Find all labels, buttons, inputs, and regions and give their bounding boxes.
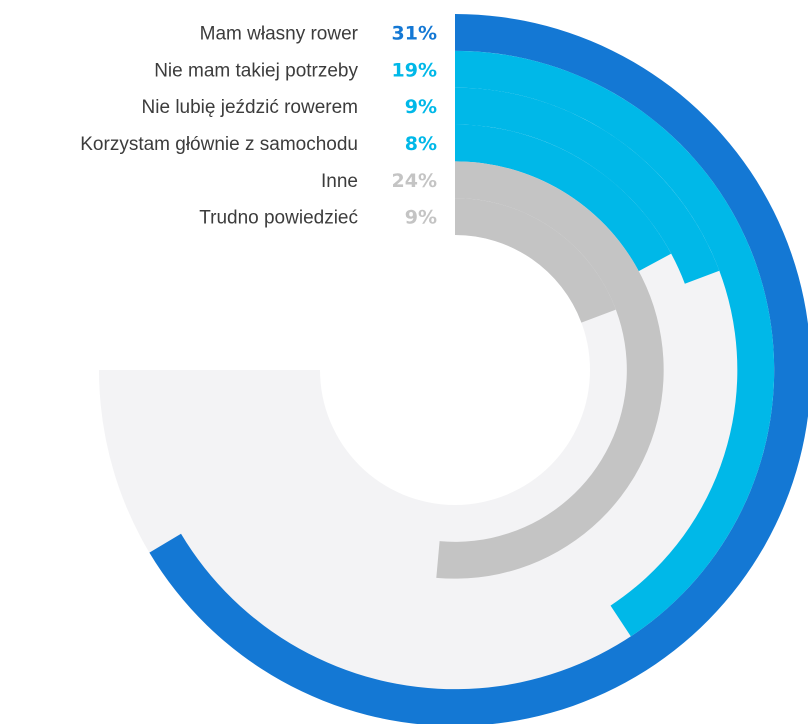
series-arc	[455, 87, 720, 284]
category-label: Trudno powiedzieć	[199, 208, 358, 229]
value-label: 19%	[392, 59, 437, 81]
series-arc	[455, 50, 775, 637]
value-label: 24%	[392, 170, 437, 192]
value-label: 9%	[405, 207, 437, 229]
category-label: Korzystam głównie z samochodu	[80, 134, 358, 155]
series-arc	[436, 161, 664, 579]
series-arc	[455, 124, 672, 272]
arc-layer	[149, 14, 808, 724]
series-arc	[455, 198, 616, 323]
category-label: Nie lubię jeździć rowerem	[142, 97, 358, 118]
category-label: Nie mam takiej potrzeby	[154, 60, 358, 81]
value-label: 9%	[405, 96, 437, 118]
value-label: 31%	[392, 22, 437, 44]
category-label: Inne	[321, 171, 358, 192]
category-label: Mam własny rower	[200, 23, 359, 44]
value-label: 8%	[405, 133, 437, 155]
label-layer: 31% Mam własny rower 19% Nie mam takiej pot…	[80, 22, 437, 228]
